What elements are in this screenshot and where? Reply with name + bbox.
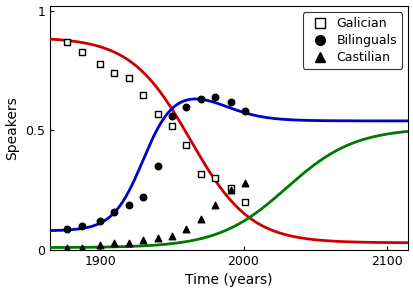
Point bbox=[154, 164, 160, 169]
X-axis label: Time (years): Time (years) bbox=[185, 273, 272, 287]
Point bbox=[227, 99, 233, 104]
Point bbox=[97, 219, 103, 224]
Point bbox=[125, 241, 132, 245]
Point bbox=[154, 236, 160, 241]
Point bbox=[197, 217, 203, 221]
Point bbox=[125, 76, 132, 80]
Point bbox=[111, 209, 118, 214]
Point bbox=[111, 241, 118, 245]
Point bbox=[64, 40, 70, 44]
Point bbox=[97, 61, 103, 66]
Point bbox=[241, 109, 248, 114]
Point bbox=[168, 114, 175, 118]
Point bbox=[183, 142, 189, 147]
Point bbox=[64, 245, 70, 250]
Point bbox=[125, 202, 132, 207]
Point bbox=[227, 188, 233, 193]
Point bbox=[97, 243, 103, 248]
Point bbox=[183, 104, 189, 109]
Point bbox=[241, 200, 248, 205]
Point bbox=[154, 111, 160, 116]
Point bbox=[241, 181, 248, 185]
Point bbox=[211, 95, 218, 99]
Point bbox=[168, 233, 175, 238]
Point bbox=[140, 92, 146, 97]
Point bbox=[78, 245, 85, 250]
Point bbox=[197, 171, 203, 176]
Y-axis label: Speakers: Speakers bbox=[5, 96, 19, 160]
Point bbox=[140, 238, 146, 243]
Point bbox=[140, 195, 146, 200]
Point bbox=[64, 226, 70, 231]
Point bbox=[211, 202, 218, 207]
Legend: Galician, Bilinguals, Castilian: Galician, Bilinguals, Castilian bbox=[302, 12, 401, 69]
Point bbox=[168, 123, 175, 128]
Point bbox=[183, 226, 189, 231]
Point bbox=[227, 185, 233, 190]
Point bbox=[78, 224, 85, 229]
Point bbox=[111, 71, 118, 75]
Point bbox=[197, 97, 203, 102]
Point bbox=[78, 49, 85, 54]
Point bbox=[211, 176, 218, 181]
